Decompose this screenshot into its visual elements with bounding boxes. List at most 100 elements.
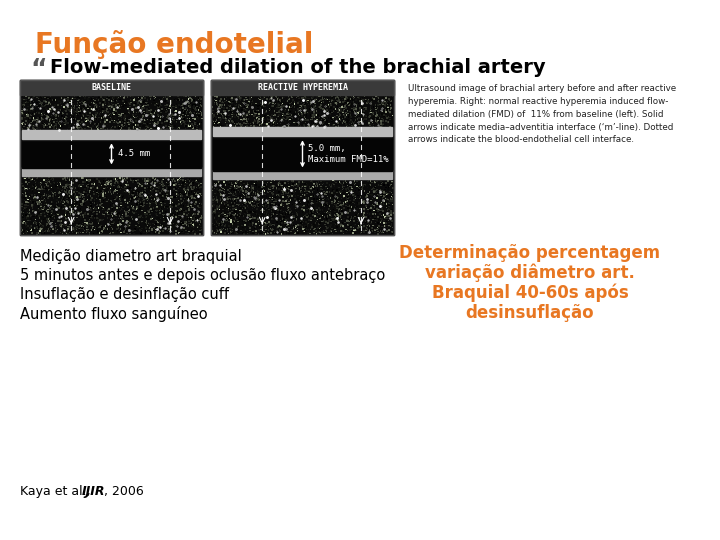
Point (241, 122, 253, 130)
Point (153, 112, 164, 121)
Point (257, 82, 269, 90)
Point (384, 205, 396, 213)
Point (309, 219, 320, 228)
Point (365, 82, 377, 91)
Point (318, 83, 329, 92)
Point (122, 182, 133, 191)
Point (222, 78, 234, 86)
Point (120, 78, 132, 86)
Point (263, 201, 274, 210)
Point (225, 212, 237, 220)
Point (307, 207, 319, 216)
Point (109, 117, 121, 125)
Point (188, 210, 199, 218)
Point (148, 94, 160, 103)
Point (35, 114, 46, 123)
Point (56, 89, 68, 98)
Point (114, 111, 126, 119)
Point (310, 109, 321, 118)
Point (40, 78, 52, 86)
Point (320, 90, 332, 99)
Point (237, 204, 248, 213)
Point (180, 226, 192, 235)
Point (125, 116, 137, 124)
Point (189, 188, 200, 197)
Point (84, 218, 95, 226)
Point (88, 219, 99, 228)
Point (251, 215, 263, 224)
Point (125, 91, 137, 99)
Point (258, 94, 270, 103)
Point (278, 86, 289, 95)
Point (73, 122, 85, 131)
Point (30, 215, 41, 224)
Point (347, 207, 359, 216)
Point (314, 190, 325, 198)
Point (264, 103, 275, 112)
Point (141, 122, 153, 131)
Point (378, 211, 390, 219)
Point (383, 198, 395, 207)
Point (364, 210, 375, 218)
Point (300, 218, 312, 226)
Point (346, 116, 357, 125)
Point (196, 212, 207, 220)
Point (286, 88, 297, 97)
Point (40, 199, 51, 207)
Point (152, 197, 163, 206)
Point (112, 122, 124, 130)
Point (119, 119, 130, 127)
Point (336, 202, 348, 211)
Point (384, 90, 396, 99)
Point (295, 214, 307, 222)
Point (307, 183, 318, 191)
Point (264, 99, 275, 107)
Point (71, 109, 82, 117)
Point (153, 194, 164, 202)
Point (93, 204, 104, 212)
Point (109, 221, 120, 230)
Point (243, 98, 255, 107)
Point (303, 215, 315, 224)
Point (166, 224, 178, 233)
Point (141, 177, 153, 185)
Point (261, 213, 272, 221)
Point (223, 185, 235, 194)
Point (379, 102, 391, 111)
Point (209, 180, 220, 188)
Point (68, 104, 80, 112)
Point (267, 193, 279, 202)
Point (306, 186, 318, 194)
Point (114, 184, 125, 193)
Point (42, 176, 54, 184)
Point (37, 126, 49, 135)
Point (307, 100, 319, 109)
Point (139, 116, 150, 124)
Point (211, 108, 222, 117)
Point (90, 205, 102, 213)
Point (62, 119, 73, 128)
Point (114, 118, 126, 127)
Point (210, 180, 222, 188)
Point (265, 197, 276, 205)
Point (381, 203, 392, 212)
Point (24, 199, 35, 207)
Point (303, 206, 315, 215)
Point (25, 98, 37, 106)
Point (163, 225, 175, 233)
Point (373, 180, 384, 189)
Point (145, 116, 156, 124)
Point (326, 115, 338, 124)
Point (115, 110, 127, 118)
Point (42, 86, 53, 94)
Point (291, 93, 302, 102)
Point (378, 216, 390, 225)
Point (34, 105, 45, 114)
Point (184, 89, 196, 97)
Point (96, 111, 108, 119)
Point (300, 227, 312, 236)
Point (31, 208, 42, 217)
Point (171, 78, 183, 86)
Point (192, 176, 203, 184)
Point (64, 107, 76, 116)
